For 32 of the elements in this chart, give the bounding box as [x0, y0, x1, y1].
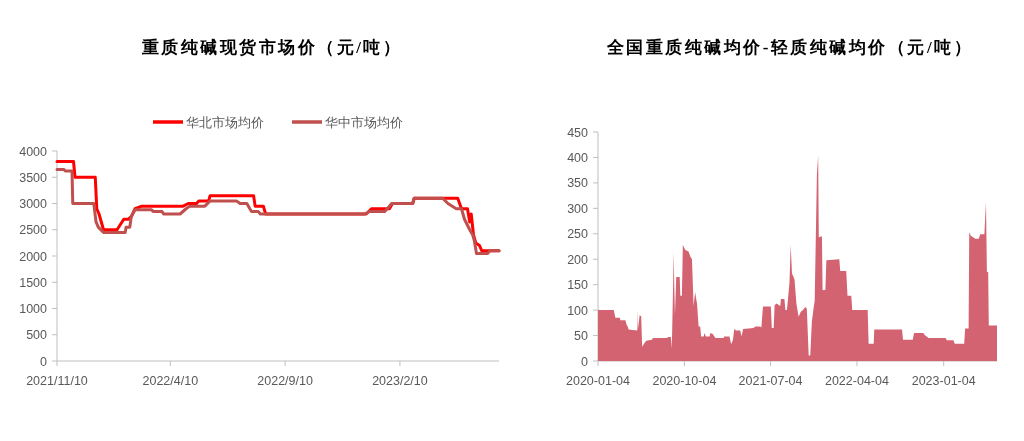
x-tick-label: 2023/2/10 — [372, 374, 428, 388]
legend-label: 华中市场均价 — [325, 115, 403, 130]
x-tick-label: 2022/4/10 — [142, 374, 199, 388]
y-tick-label: 3000 — [19, 197, 48, 211]
y-tick-label: 3500 — [19, 170, 48, 185]
y-tick-label: 4000 — [19, 144, 48, 159]
chart-title: 全国重质纯碱均价-轻质纯碱均价（元/吨） — [605, 38, 974, 57]
y-tick-label: 400 — [567, 150, 589, 165]
y-tick-label: 2000 — [19, 249, 48, 264]
chart-title: 重质纯碱现货市场价（元/吨） — [140, 38, 403, 57]
x-tick-label: 2021/11/10 — [26, 374, 88, 388]
y-tick-label: 2500 — [19, 223, 48, 238]
x-tick-label: 2020-10-04 — [652, 374, 717, 388]
y-tick-label: 300 — [567, 201, 589, 216]
y-tick-label: 0 — [581, 354, 589, 369]
y-tick-label: 200 — [567, 252, 589, 267]
y-tick-label: 0 — [40, 354, 48, 369]
y-tick-label: 450 — [567, 125, 589, 140]
x-tick-label: 2022/9/10 — [257, 374, 313, 388]
y-tick-label: 500 — [26, 328, 48, 343]
y-tick-label: 250 — [567, 227, 589, 242]
y-tick-label: 100 — [567, 303, 589, 318]
y-tick-label: 350 — [567, 176, 589, 191]
y-tick-label: 1500 — [19, 275, 48, 290]
y-tick-label: 1000 — [19, 302, 48, 316]
x-tick-label: 2020-01-04 — [566, 374, 631, 388]
legend-label: 华北市场均价 — [186, 115, 264, 130]
x-tick-label: 2023-01-04 — [911, 374, 976, 388]
y-tick-label: 50 — [574, 329, 589, 344]
y-tick-label: 150 — [567, 278, 589, 293]
x-tick-label: 2021-07-04 — [738, 374, 803, 388]
x-tick-label: 2022-04-04 — [824, 374, 889, 388]
